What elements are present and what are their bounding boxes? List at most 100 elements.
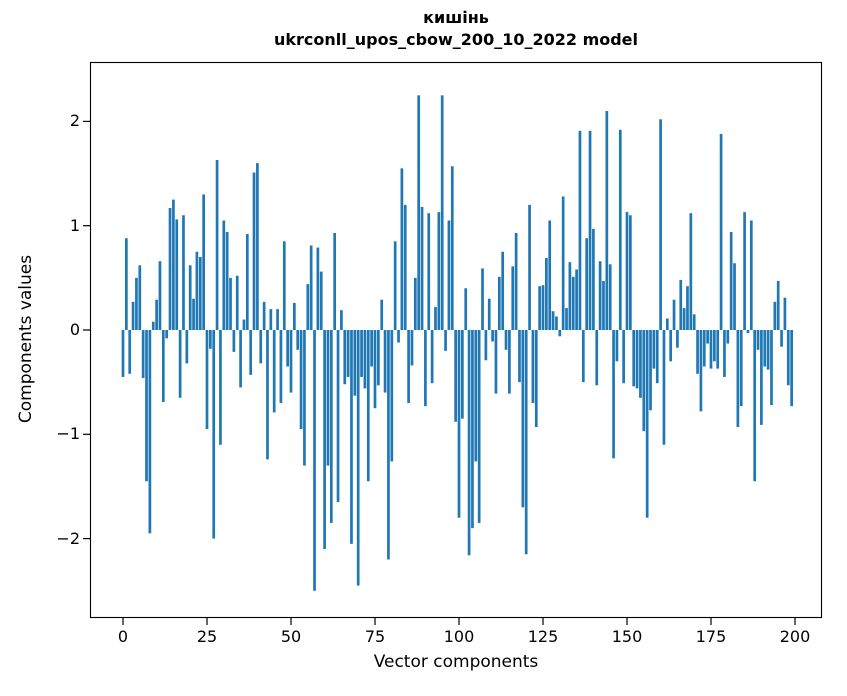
bar — [723, 330, 726, 377]
bar — [242, 319, 246, 330]
bar — [716, 330, 720, 369]
bar — [353, 330, 357, 396]
bar — [484, 330, 488, 361]
bar — [172, 199, 175, 331]
bar — [481, 268, 484, 330]
bar — [780, 330, 783, 347]
bar — [192, 298, 195, 330]
bar — [360, 330, 363, 377]
bar — [524, 330, 528, 555]
x-tick-label: 200 — [779, 627, 811, 646]
y-tick-label: −1 — [56, 424, 80, 444]
bar — [178, 330, 182, 398]
bar — [340, 310, 343, 330]
bar — [272, 330, 276, 413]
bar — [188, 265, 192, 330]
bar — [161, 330, 165, 402]
bar — [585, 238, 589, 330]
bar — [165, 330, 169, 339]
bar — [545, 258, 548, 330]
bar — [575, 269, 578, 330]
bar — [427, 213, 431, 330]
bar — [135, 277, 138, 330]
bar — [407, 330, 410, 404]
bar — [145, 330, 148, 482]
bar — [326, 330, 330, 466]
bar — [561, 196, 565, 330]
bar — [158, 261, 162, 330]
bar — [350, 330, 353, 544]
bar — [461, 330, 464, 419]
bar — [390, 330, 394, 462]
bar — [760, 330, 763, 425]
bar — [209, 330, 212, 349]
bar — [726, 330, 730, 344]
bar — [514, 233, 518, 330]
bar — [571, 276, 575, 330]
bar — [182, 215, 185, 330]
bar — [598, 261, 602, 330]
bar — [595, 330, 599, 386]
bar — [403, 204, 407, 330]
bar — [299, 330, 303, 430]
bar — [588, 130, 592, 330]
bar — [491, 330, 494, 342]
bar — [329, 330, 333, 523]
bar — [696, 330, 699, 374]
bar — [148, 330, 152, 534]
bar — [706, 330, 709, 344]
bar — [763, 330, 767, 367]
bar — [618, 129, 622, 330]
bar — [729, 231, 733, 330]
bar — [639, 330, 642, 398]
bar — [753, 330, 757, 482]
bar — [168, 207, 172, 330]
bar — [565, 308, 568, 330]
bar — [262, 301, 266, 330]
bar — [232, 330, 236, 352]
bar — [239, 330, 242, 388]
bar — [592, 228, 595, 330]
y-tick-label: 1 — [69, 215, 80, 235]
bar — [215, 159, 219, 330]
bar — [225, 231, 229, 330]
bar — [676, 330, 679, 348]
y-tick-label: −2 — [56, 528, 80, 548]
bar — [756, 330, 760, 350]
bar — [219, 330, 222, 445]
bar — [430, 330, 434, 384]
bar — [625, 212, 629, 330]
bar — [447, 220, 451, 331]
bar — [457, 330, 461, 518]
bar — [400, 168, 404, 330]
bar — [645, 330, 649, 518]
bar — [356, 330, 360, 586]
bar — [682, 308, 686, 330]
bar — [477, 330, 481, 523]
x-tick-label: 50 — [280, 627, 302, 646]
x-axis-label: Vector components — [373, 652, 539, 672]
bar — [306, 284, 310, 330]
bar — [642, 330, 646, 432]
bar — [366, 330, 370, 482]
bar — [138, 265, 142, 330]
bar — [692, 314, 696, 330]
bar — [790, 330, 793, 407]
bar — [686, 286, 689, 330]
bar — [709, 330, 713, 369]
bar — [417, 95, 421, 330]
bar — [662, 330, 666, 445]
bar — [434, 307, 437, 330]
bar — [494, 330, 498, 394]
bar — [746, 330, 750, 334]
bar — [612, 330, 615, 459]
bar — [719, 133, 723, 330]
bar — [198, 256, 202, 330]
bar — [282, 241, 286, 330]
bar — [316, 247, 320, 330]
y-tick-label: 0 — [69, 320, 80, 339]
bar — [245, 234, 249, 330]
bar — [279, 330, 283, 404]
x-tick-label: 25 — [196, 627, 218, 646]
